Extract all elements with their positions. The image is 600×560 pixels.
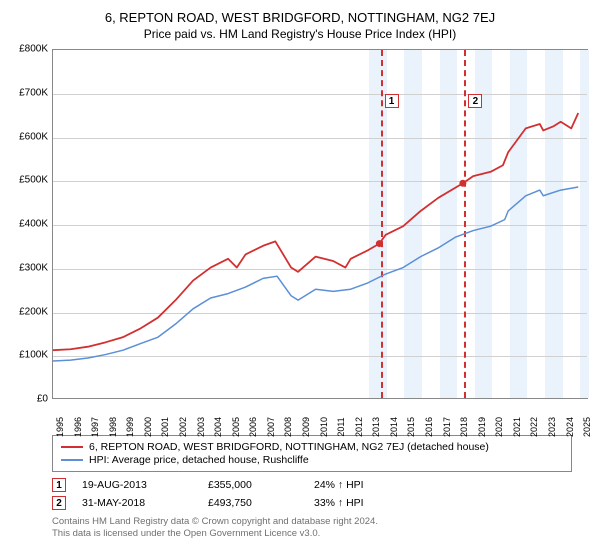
x-axis-label: 1999 — [125, 417, 135, 437]
event-table: 1 19-AUG-2013 £355,000 24% ↑ HPI 2 31-MAY-201… — [52, 478, 572, 510]
chart-svg — [53, 50, 587, 398]
x-axis-label: 2016 — [424, 417, 434, 437]
chart-subtitle: Price paid vs. HM Land Registry's House … — [8, 27, 592, 41]
event-price: £355,000 — [208, 479, 298, 491]
series-line-hpi — [53, 187, 578, 361]
x-axis-label: 2004 — [213, 417, 223, 437]
event-delta: 33% ↑ HPI — [314, 497, 364, 509]
x-axis-label: 2019 — [477, 417, 487, 437]
x-axis-label: 2009 — [301, 417, 311, 437]
x-axis-label: 2002 — [178, 417, 188, 437]
x-axis-label: 2023 — [547, 417, 557, 437]
event-marker-box: 2 — [468, 94, 482, 108]
event-row: 1 19-AUG-2013 £355,000 24% ↑ HPI — [52, 478, 572, 492]
x-axis-label: 2020 — [494, 417, 504, 437]
event-date: 19-AUG-2013 — [82, 479, 192, 491]
attribution: Contains HM Land Registry data © Crown c… — [52, 516, 572, 540]
x-axis-label: 2013 — [371, 417, 381, 437]
y-axis-label: £600K — [8, 131, 48, 142]
x-axis-label: 2008 — [283, 417, 293, 437]
y-axis-label: £0 — [8, 394, 48, 405]
y-axis-label: £500K — [8, 175, 48, 186]
x-axis-label: 2007 — [266, 417, 276, 437]
y-axis-label: £400K — [8, 219, 48, 230]
legend-label: HPI: Average price, detached house, Rush… — [89, 454, 309, 466]
legend-item: HPI: Average price, detached house, Rush… — [61, 454, 563, 466]
x-axis-label: 1998 — [108, 417, 118, 437]
attribution-line: Contains HM Land Registry data © Crown c… — [52, 516, 572, 528]
attribution-line: This data is licensed under the Open Gov… — [52, 528, 572, 540]
y-axis-label: £300K — [8, 262, 48, 273]
chart-title: 6, REPTON ROAD, WEST BRIDGFORD, NOTTINGH… — [8, 10, 592, 25]
legend-swatch — [61, 446, 83, 448]
plot-frame: 12 — [52, 49, 588, 399]
x-axis-label: 2000 — [143, 417, 153, 437]
legend-swatch — [61, 459, 83, 461]
chart-area: £0£100K£200K£300K£400K£500K£600K£700K£80… — [8, 49, 592, 429]
x-axis-label: 2021 — [512, 417, 522, 437]
event-point — [376, 240, 383, 247]
x-axis-label: 2006 — [248, 417, 258, 437]
event-row-marker: 2 — [52, 496, 66, 510]
x-axis-label: 2022 — [529, 417, 539, 437]
x-axis-label: 2014 — [389, 417, 399, 437]
x-axis-label: 1997 — [90, 417, 100, 437]
legend-label: 6, REPTON ROAD, WEST BRIDGFORD, NOTTINGH… — [89, 441, 489, 453]
x-axis-label: 2005 — [231, 417, 241, 437]
y-axis-label: £200K — [8, 306, 48, 317]
event-marker-box: 1 — [385, 94, 399, 108]
series-line-price_paid — [53, 113, 578, 350]
x-axis-label: 2025 — [582, 417, 592, 437]
event-price: £493,750 — [208, 497, 298, 509]
y-axis-label: £800K — [8, 44, 48, 55]
event-point — [459, 180, 466, 187]
x-axis-label: 2003 — [196, 417, 206, 437]
event-row: 2 31-MAY-2018 £493,750 33% ↑ HPI — [52, 496, 572, 510]
x-axis-label: 2024 — [565, 417, 575, 437]
event-date: 31-MAY-2018 — [82, 497, 192, 509]
x-axis-label: 2001 — [160, 417, 170, 437]
x-axis-label: 2015 — [406, 417, 416, 437]
x-axis-labels: 1995199619971998199920002001200220032004… — [52, 401, 588, 429]
x-axis-label: 2010 — [319, 417, 329, 437]
x-axis-label: 2017 — [442, 417, 452, 437]
legend: 6, REPTON ROAD, WEST BRIDGFORD, NOTTINGH… — [52, 435, 572, 472]
x-axis-label: 2012 — [354, 417, 364, 437]
event-delta: 24% ↑ HPI — [314, 479, 364, 491]
x-axis-label: 1995 — [55, 417, 65, 437]
x-axis-label: 1996 — [73, 417, 83, 437]
event-row-marker: 1 — [52, 478, 66, 492]
x-axis-label: 2018 — [459, 417, 469, 437]
x-axis-label: 2011 — [336, 417, 346, 436]
y-axis-label: £700K — [8, 87, 48, 98]
y-axis-label: £100K — [8, 350, 48, 361]
legend-item: 6, REPTON ROAD, WEST BRIDGFORD, NOTTINGH… — [61, 441, 563, 453]
